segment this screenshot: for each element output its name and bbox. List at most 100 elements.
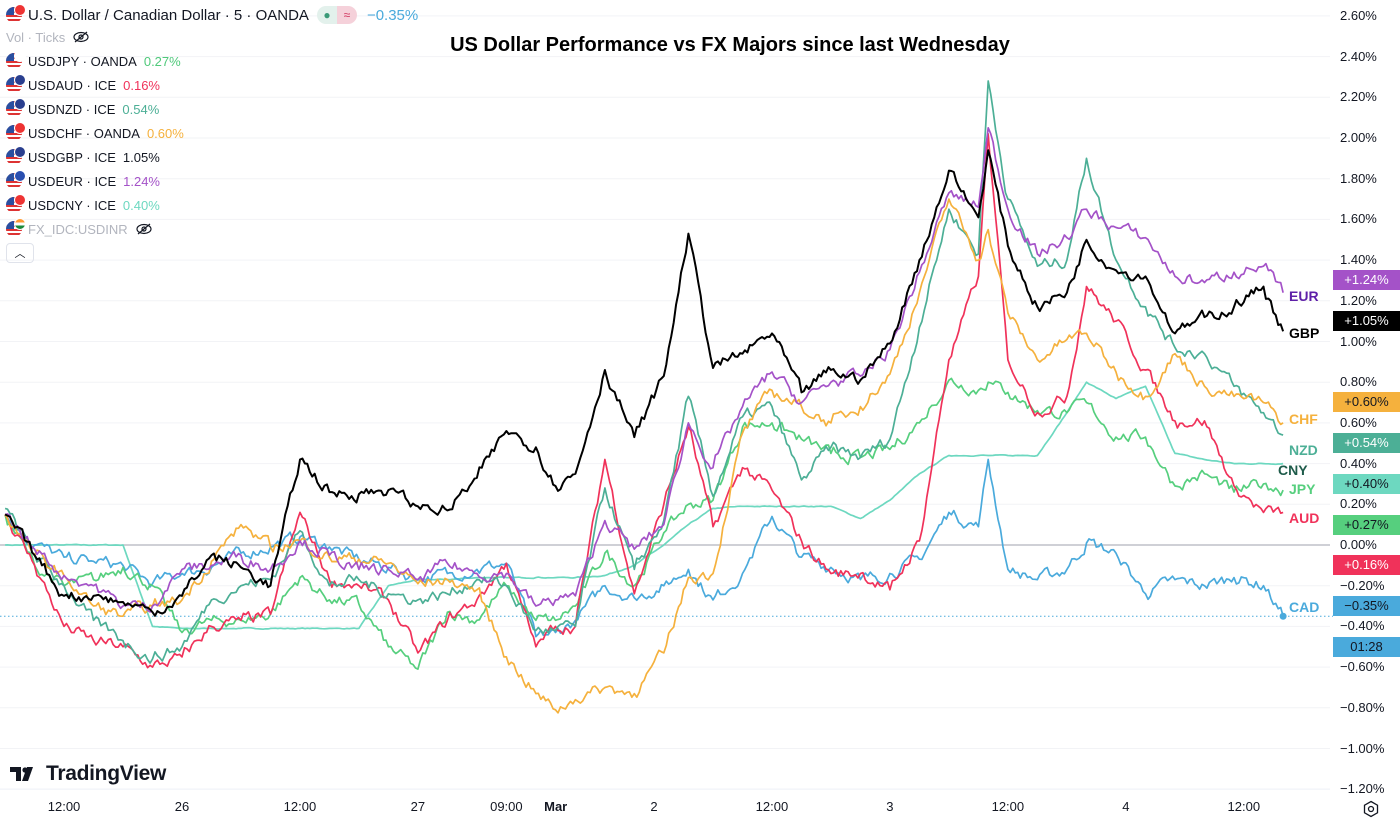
- legend-item-usdinr-hidden[interactable]: FX_IDC:USDINR: [6, 217, 418, 241]
- series-line-chf[interactable]: [4, 198, 1284, 714]
- chart-title: US Dollar Performance vs FX Majors since…: [450, 34, 1010, 56]
- currency-flag-icon: [6, 98, 26, 117]
- volume-indicator-legend[interactable]: Vol · Ticks: [6, 25, 418, 49]
- series-line-jpy[interactable]: [4, 377, 1284, 670]
- x-tick-label: 12:00: [283, 799, 317, 814]
- y-tick-label: 0.00%: [1340, 537, 1377, 552]
- logo-text: TradingView: [46, 762, 167, 785]
- usd-cad-flag-icon: [6, 4, 26, 23]
- series-label-nzd: NZD: [1289, 442, 1318, 458]
- legend-symbol: USDCNY · ICE: [28, 197, 116, 213]
- legend-symbol: USDCHF · OANDA: [28, 125, 140, 141]
- price-box-nzd: +0.54%: [1333, 433, 1400, 453]
- legend-symbol: USDGBP · ICE: [28, 149, 116, 165]
- eye-off-icon[interactable]: [136, 223, 152, 235]
- price-box-chf: +0.60%: [1333, 392, 1400, 412]
- x-tick-label: 2: [650, 799, 658, 814]
- currency-flag-icon: [6, 194, 26, 213]
- price-box-aud: +0.16%: [1333, 555, 1400, 575]
- y-tick-label: 2.00%: [1340, 130, 1377, 145]
- volume-label: Vol · Ticks: [6, 29, 66, 45]
- legend-value: 0.16%: [123, 77, 160, 93]
- legend-item[interactable]: USDAUD · ICE 0.16%: [6, 73, 418, 97]
- tradingview-logo-icon: [10, 767, 33, 781]
- data-delay-icon: ≈: [336, 6, 357, 24]
- y-tick-label: −0.20%: [1340, 577, 1385, 593]
- y-tick-label: 0.40%: [1340, 455, 1377, 471]
- legend-item[interactable]: USDEUR · ICE 1.24%: [6, 169, 418, 193]
- series-lines: [4, 80, 1287, 714]
- x-tick-label: 12:00: [1227, 799, 1261, 814]
- price-box-cny: +0.40%: [1333, 474, 1400, 494]
- x-tick-label: 3: [886, 799, 894, 814]
- series-line-cad[interactable]: [4, 458, 1284, 638]
- legend-symbol: USDAUD · ICE: [28, 77, 117, 93]
- collapse-legend-button[interactable]: ︿: [6, 243, 34, 263]
- x-tick-label: 12:00: [755, 799, 789, 814]
- series-label-jpy: JPY: [1289, 481, 1316, 497]
- market-status-pill[interactable]: ● ≈: [316, 6, 357, 24]
- legend-item[interactable]: USDCNY · ICE 0.40%: [6, 193, 418, 217]
- x-tick-label: Mar: [544, 799, 568, 814]
- main-symbol-title: U.S. Dollar / Canadian Dollar · 5 · OAND…: [28, 6, 309, 24]
- series-line-eur[interactable]: [4, 126, 1284, 613]
- legend-item[interactable]: USDJPY · OANDA 0.27%: [6, 49, 418, 73]
- tradingview-logo[interactable]: TradingView: [10, 762, 166, 786]
- legend-item[interactable]: USDGBP · ICE 1.05%: [6, 145, 418, 169]
- x-tick-label: 09:00: [490, 799, 523, 814]
- legend-value: 0.40%: [122, 197, 160, 213]
- x-tick-label: 27: [410, 799, 426, 814]
- price-box-gbp: +1.05%: [1333, 311, 1400, 331]
- currency-flag-icon: [6, 74, 26, 93]
- currency-flag-icon: [6, 170, 26, 189]
- y-tick-label: 1.80%: [1340, 170, 1377, 186]
- last-price-dot: [1279, 612, 1287, 620]
- x-tick-label: 12:00: [991, 799, 1025, 814]
- series-label-gbp: GBP: [1289, 325, 1320, 341]
- currency-flag-icon: [6, 122, 26, 141]
- y-tick-label: 2.20%: [1340, 89, 1377, 105]
- main-symbol-change: −0.35%: [366, 6, 419, 24]
- series-label-eur: EUR: [1289, 288, 1319, 304]
- legend-item[interactable]: USDNZD · ICE 0.54%: [6, 97, 418, 121]
- series-label-cny: CNY: [1278, 462, 1308, 478]
- x-tick-label: 12:00: [47, 799, 81, 814]
- y-tick-label: 1.00%: [1340, 333, 1377, 349]
- x-tick-label: 4: [1122, 799, 1130, 814]
- series-line-nzd[interactable]: [4, 80, 1284, 664]
- series-line-gbp[interactable]: [4, 149, 1285, 617]
- price-box-eur: +1.24%: [1333, 270, 1400, 290]
- y-tick-label: 1.40%: [1340, 252, 1377, 268]
- legend-item[interactable]: USDCHF · OANDA 0.60%: [6, 121, 418, 145]
- series-label-aud: AUD: [1289, 510, 1320, 526]
- market-open-dot-icon: ●: [316, 6, 337, 24]
- legend-value: 0.54%: [122, 101, 160, 117]
- main-symbol-legend[interactable]: U.S. Dollar / Canadian Dollar · 5 · OAND…: [6, 4, 419, 25]
- series-label-cad: CAD: [1289, 599, 1320, 615]
- legend-symbol: USDNZD · ICE: [28, 101, 116, 117]
- price-box-cad: −0.35%: [1333, 596, 1400, 616]
- y-tick-label: 0.80%: [1340, 374, 1377, 390]
- y-tick-label: 0.60%: [1340, 414, 1377, 430]
- y-tick-label: −1.20%: [1340, 781, 1385, 797]
- legend-symbol: FX_IDC:USDINR: [28, 221, 128, 237]
- y-tick-label: −0.60%: [1340, 659, 1385, 675]
- legend: U.S. Dollar / Canadian Dollar · 5 · OAND…: [6, 4, 419, 263]
- legend-value: 1.24%: [123, 173, 160, 189]
- y-tick-label: −0.40%: [1340, 618, 1385, 634]
- series-line-aud[interactable]: [4, 133, 1284, 669]
- y-tick-label: 2.40%: [1340, 48, 1377, 64]
- settings-gear-icon[interactable]: [1362, 800, 1380, 818]
- y-tick-label: −0.80%: [1340, 699, 1385, 715]
- eye-off-icon[interactable]: [73, 31, 89, 43]
- usd-inr-flag-icon: [6, 218, 26, 237]
- legend-symbol: USDJPY · OANDA: [28, 53, 137, 69]
- currency-flag-icon: [6, 50, 26, 69]
- legend-symbol: USDEUR · ICE: [28, 173, 117, 189]
- y-tick-label: 2.60%: [1340, 7, 1377, 23]
- price-box-jpy: +0.27%: [1333, 515, 1400, 535]
- y-tick-label: 1.20%: [1340, 292, 1377, 308]
- y-tick-label: 0.20%: [1340, 496, 1377, 512]
- y-tick-label: −1.00%: [1340, 740, 1385, 756]
